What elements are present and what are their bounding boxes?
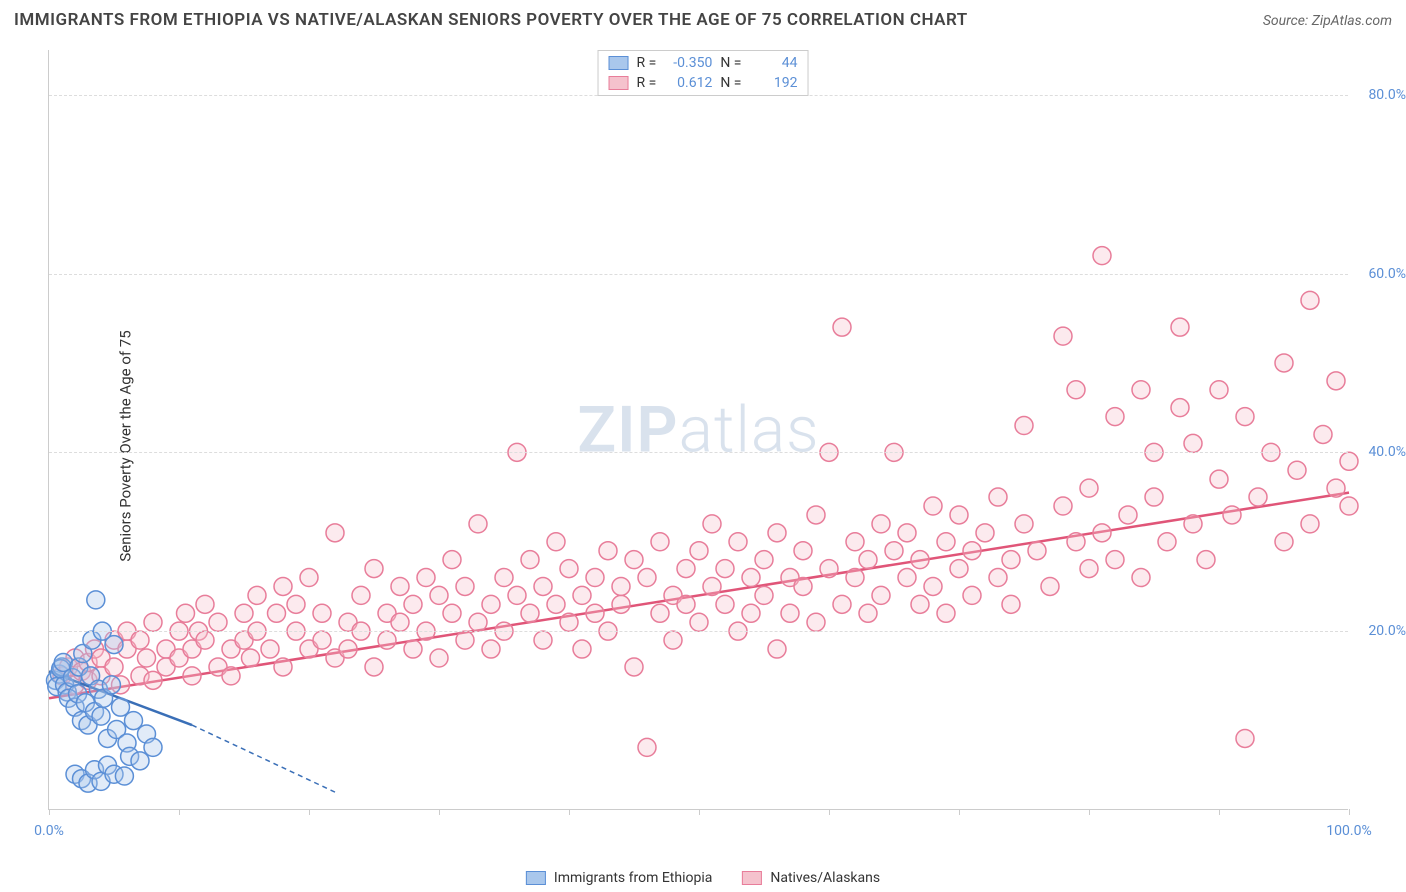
chart-title: IMMIGRANTS FROM ETHIOPIA VS NATIVE/ALASK… <box>14 10 968 30</box>
chart-plot-area: ZIPatlas 20.0%40.0%60.0%80.0%0.0%100.0% <box>48 50 1348 810</box>
y-tick-label: 40.0% <box>1368 444 1406 460</box>
legend-item-1: Natives/Alaskans <box>742 870 880 886</box>
x-tick-label: 0.0% <box>34 823 64 839</box>
swatch-series-1 <box>609 76 629 90</box>
y-tick-label: 60.0% <box>1368 266 1406 282</box>
swatch-series-0 <box>609 56 629 70</box>
legend-swatch-1 <box>742 871 762 885</box>
bottom-legend: Immigrants from Ethiopia Natives/Alaskan… <box>526 870 880 886</box>
scatter-svg <box>49 50 1348 809</box>
stats-row-series-1: R = 0.612 N = 192 <box>599 73 808 93</box>
x-tick-label: 100.0% <box>1326 823 1371 839</box>
legend-item-0: Immigrants from Ethiopia <box>526 870 712 886</box>
stats-legend: R = -0.350 N = 44 R = 0.612 N = 192 <box>598 50 809 96</box>
y-tick-label: 80.0% <box>1368 87 1406 103</box>
stats-row-series-0: R = -0.350 N = 44 <box>599 53 808 73</box>
source-label: Source: ZipAtlas.com <box>1263 13 1392 29</box>
y-tick-label: 20.0% <box>1368 623 1406 639</box>
legend-swatch-0 <box>526 871 546 885</box>
